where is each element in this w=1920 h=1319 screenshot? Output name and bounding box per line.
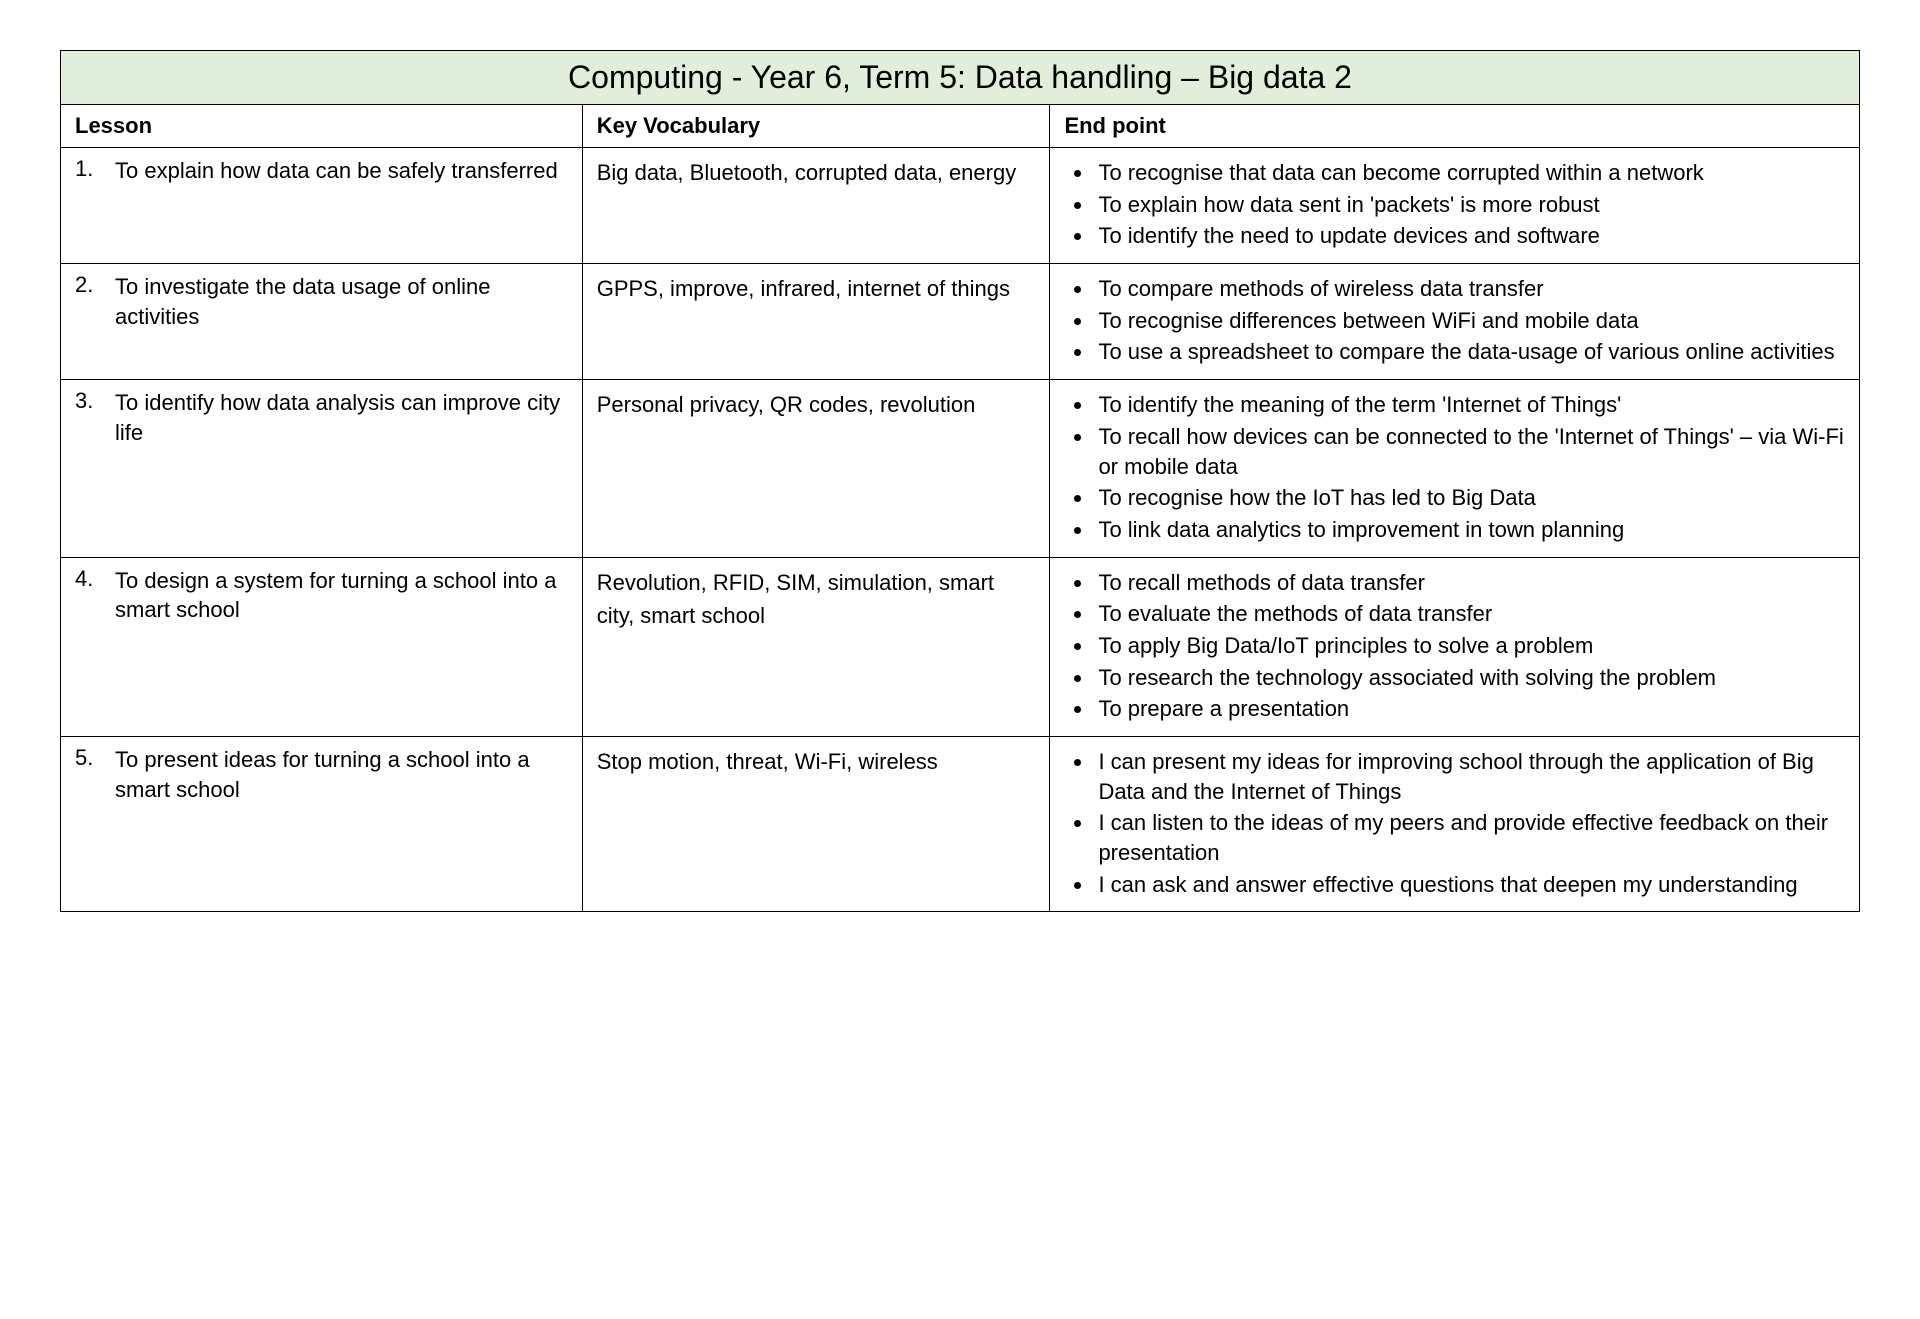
lesson-number: 4. xyxy=(75,566,115,592)
endpoint-item: To evaluate the methods of data transfer xyxy=(1094,599,1845,629)
lesson-text: To design a system for turning a school … xyxy=(115,566,568,625)
vocab-cell: Stop motion, threat, Wi-Fi, wireless xyxy=(582,737,1050,912)
endpoint-cell: To compare methods of wireless data tran… xyxy=(1050,264,1860,380)
endpoint-item: To recall how devices can be connected t… xyxy=(1094,422,1845,481)
vocab-cell: Personal privacy, QR codes, revolution xyxy=(582,380,1050,557)
endpoint-item: To recognise differences between WiFi an… xyxy=(1094,306,1845,336)
endpoint-list: To identify the meaning of the term 'Int… xyxy=(1064,390,1845,544)
table-body: 1.To explain how data can be safely tran… xyxy=(61,148,1860,912)
lesson-text: To present ideas for turning a school in… xyxy=(115,745,568,804)
col-header-lesson: Lesson xyxy=(61,105,583,148)
endpoint-list: I can present my ideas for improving sch… xyxy=(1064,747,1845,899)
endpoint-item: To compare methods of wireless data tran… xyxy=(1094,274,1845,304)
endpoint-item: I can listen to the ideas of my peers an… xyxy=(1094,808,1845,867)
endpoint-cell: To recognise that data can become corrup… xyxy=(1050,148,1860,264)
lesson-cell: 3.To identify how data analysis can impr… xyxy=(61,380,583,557)
endpoint-item: To recognise how the IoT has led to Big … xyxy=(1094,483,1845,513)
endpoint-item: I can ask and answer effective questions… xyxy=(1094,870,1845,900)
table-title: Computing - Year 6, Term 5: Data handlin… xyxy=(61,51,1860,105)
table-row: 5.To present ideas for turning a school … xyxy=(61,737,1860,912)
endpoint-cell: To identify the meaning of the term 'Int… xyxy=(1050,380,1860,557)
table-row: 1.To explain how data can be safely tran… xyxy=(61,148,1860,264)
table-row: 4.To design a system for turning a schoo… xyxy=(61,557,1860,736)
endpoint-cell: I can present my ideas for improving sch… xyxy=(1050,737,1860,912)
endpoint-item: To link data analytics to improvement in… xyxy=(1094,515,1845,545)
lesson-cell: 5.To present ideas for turning a school … xyxy=(61,737,583,912)
endpoint-item: To apply Big Data/IoT principles to solv… xyxy=(1094,631,1845,661)
col-header-vocab: Key Vocabulary xyxy=(582,105,1050,148)
endpoint-item: To explain how data sent in 'packets' is… xyxy=(1094,190,1845,220)
endpoint-item: To use a spreadsheet to compare the data… xyxy=(1094,337,1845,367)
endpoint-item: To recall methods of data transfer xyxy=(1094,568,1845,598)
lesson-cell: 2.To investigate the data usage of onlin… xyxy=(61,264,583,380)
vocab-cell: GPPS, improve, infrared, internet of thi… xyxy=(582,264,1050,380)
endpoint-item: To recognise that data can become corrup… xyxy=(1094,158,1845,188)
lesson-number: 5. xyxy=(75,745,115,771)
table-row: 3.To identify how data analysis can impr… xyxy=(61,380,1860,557)
table-row: 2.To investigate the data usage of onlin… xyxy=(61,264,1860,380)
endpoint-item: To prepare a presentation xyxy=(1094,694,1845,724)
endpoint-item: To identify the meaning of the term 'Int… xyxy=(1094,390,1845,420)
lesson-number: 1. xyxy=(75,156,115,182)
vocab-cell: Revolution, RFID, SIM, simulation, smart… xyxy=(582,557,1050,736)
endpoint-item: I can present my ideas for improving sch… xyxy=(1094,747,1845,806)
lesson-number: 2. xyxy=(75,272,115,298)
vocab-cell: Big data, Bluetooth, corrupted data, ene… xyxy=(582,148,1050,264)
endpoint-item: To research the technology associated wi… xyxy=(1094,663,1845,693)
lesson-number: 3. xyxy=(75,388,115,414)
lesson-text: To investigate the data usage of online … xyxy=(115,272,568,331)
endpoint-cell: To recall methods of data transferTo eva… xyxy=(1050,557,1860,736)
lesson-text: To identify how data analysis can improv… xyxy=(115,388,568,447)
curriculum-table: Computing - Year 6, Term 5: Data handlin… xyxy=(60,50,1860,912)
endpoint-list: To compare methods of wireless data tran… xyxy=(1064,274,1845,367)
endpoint-item: To identify the need to update devices a… xyxy=(1094,221,1845,251)
endpoint-list: To recall methods of data transferTo eva… xyxy=(1064,568,1845,724)
lesson-cell: 4.To design a system for turning a schoo… xyxy=(61,557,583,736)
endpoint-list: To recognise that data can become corrup… xyxy=(1064,158,1845,251)
col-header-endpoint: End point xyxy=(1050,105,1860,148)
lesson-text: To explain how data can be safely transf… xyxy=(115,156,568,186)
lesson-cell: 1.To explain how data can be safely tran… xyxy=(61,148,583,264)
